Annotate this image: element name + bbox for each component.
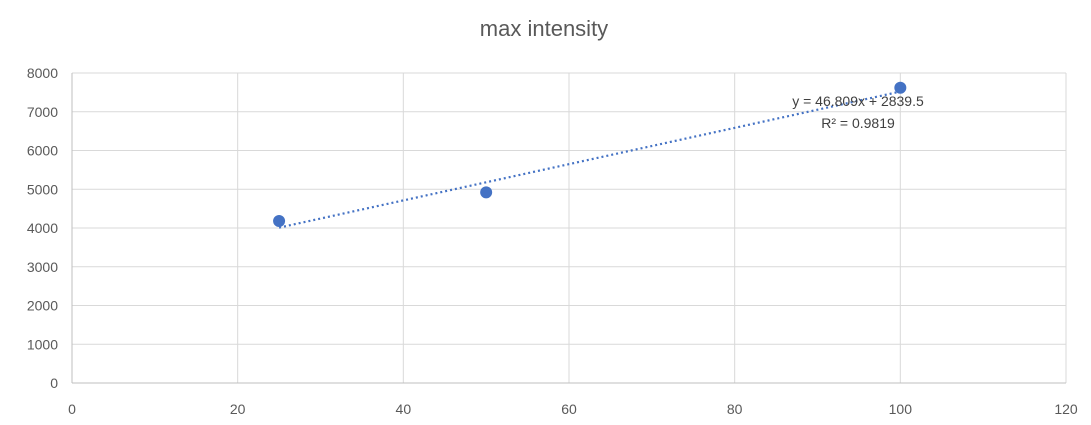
y-tick-label: 7000: [27, 104, 58, 120]
x-tick-label: 20: [230, 401, 246, 417]
y-tick-label: 5000: [27, 181, 58, 197]
y-tick-label: 4000: [27, 220, 58, 236]
data-points: [273, 81, 907, 228]
gridlines: [72, 72, 1067, 383]
trendline-labels: y = 46.809x + 2839.5 R² = 0.9819: [792, 93, 924, 131]
trendline-r-squared: R² = 0.9819: [821, 115, 895, 131]
trendline: [278, 90, 901, 229]
y-tick-label: 1000: [27, 336, 58, 352]
chart-title: max intensity: [480, 16, 608, 41]
y-tick-label: 6000: [27, 143, 58, 159]
data-point: [480, 186, 493, 199]
x-tick-label: 0: [68, 401, 76, 417]
data-point: [894, 81, 907, 94]
y-tick-label: 0: [50, 375, 58, 391]
x-tick-label: 100: [889, 401, 913, 417]
x-tick-label: 60: [561, 401, 577, 417]
x-tick-label: 120: [1054, 401, 1078, 417]
trendline-path: [278, 90, 901, 229]
trendline-equation: y = 46.809x + 2839.5: [792, 93, 924, 109]
tick-labels: 0 1000 2000 3000 4000 5000 6000 7000 8000 0 20 40 60…: [27, 65, 1078, 417]
y-tick-label: 3000: [27, 259, 58, 275]
x-tick-label: 80: [727, 401, 743, 417]
data-point: [273, 215, 286, 228]
axes: [71, 73, 1066, 384]
y-tick-label: 8000: [27, 65, 58, 81]
y-tick-label: 2000: [27, 298, 58, 314]
x-tick-label: 40: [396, 401, 412, 417]
